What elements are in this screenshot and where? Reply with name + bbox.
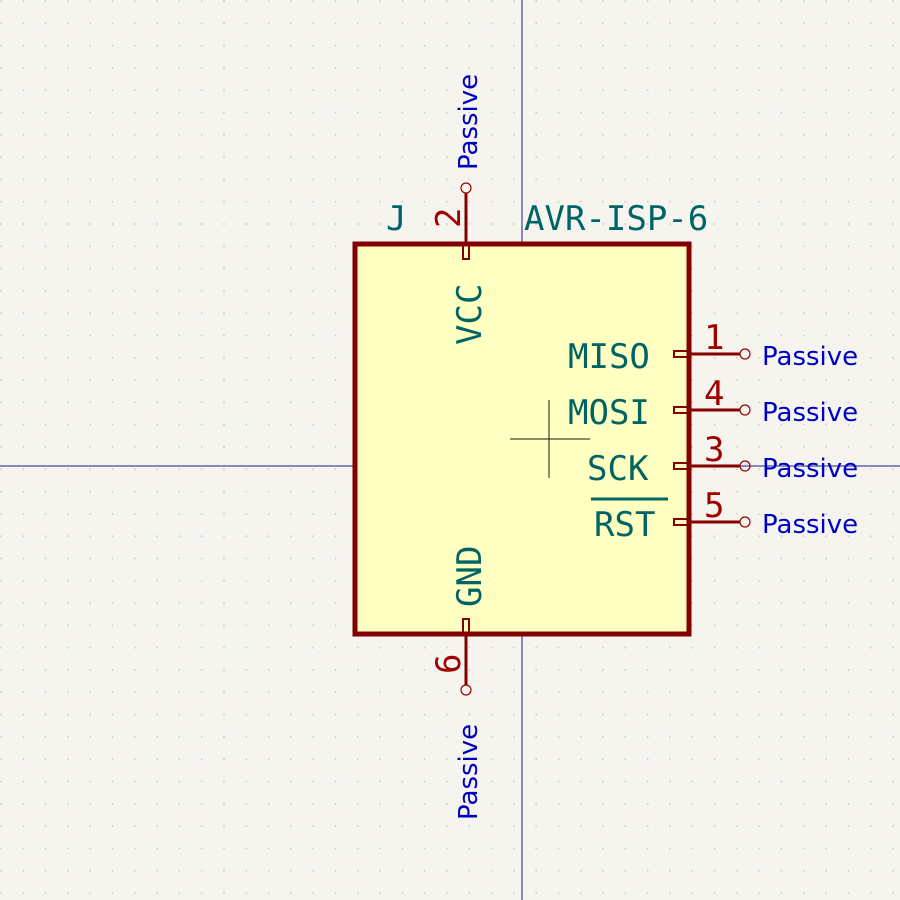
pin-number: 2 xyxy=(429,208,469,228)
pin-stub xyxy=(673,350,690,358)
pin-stub xyxy=(673,406,690,414)
pin-stub xyxy=(673,462,690,470)
reference-field[interactable]: J xyxy=(386,199,406,239)
pin-name: GND xyxy=(450,546,490,607)
pin-stub xyxy=(462,243,470,260)
pin-type: Passive xyxy=(762,398,858,428)
pin-name: SCK xyxy=(587,449,649,489)
pin-type: Passive xyxy=(762,454,858,484)
value-field[interactable]: AVR-ISP-6 xyxy=(524,199,708,239)
pin-name: VCC xyxy=(450,284,490,345)
pin-name: MOSI xyxy=(568,393,650,433)
pin-endpoint-icon[interactable] xyxy=(739,404,751,416)
pin-stub xyxy=(462,618,470,635)
pin-number: 5 xyxy=(704,486,724,526)
pin-mosi[interactable]: 4 MOSI Passive xyxy=(568,374,858,433)
pin-type: Passive xyxy=(762,510,858,540)
pin-name: MISO xyxy=(568,337,650,377)
pin-endpoint-icon[interactable] xyxy=(739,516,751,528)
pin-number: 1 xyxy=(704,318,724,358)
pin-name: RST xyxy=(594,505,655,545)
pin-number: 3 xyxy=(704,430,724,470)
anchor-crosshair-icon xyxy=(510,400,590,478)
pin-stub xyxy=(673,518,690,526)
pin-sck[interactable]: 3 SCK Passive xyxy=(587,430,858,489)
pin-type: Passive xyxy=(762,342,858,372)
pin-endpoint-icon[interactable] xyxy=(460,684,472,696)
pin-endpoint-icon[interactable] xyxy=(739,460,751,472)
pin-endpoint-icon[interactable] xyxy=(460,182,472,194)
pin-vcc[interactable]: 2 VCC Passive xyxy=(429,74,490,345)
pin-rst[interactable]: 5 RST Passive xyxy=(591,486,858,545)
pin-endpoint-icon[interactable] xyxy=(739,348,751,360)
pin-number: 6 xyxy=(429,654,469,674)
pin-miso[interactable]: 1 MISO Passive xyxy=(568,318,858,377)
pin-number: 4 xyxy=(704,374,724,414)
pin-type: Passive xyxy=(454,74,484,170)
pin-type: Passive xyxy=(454,724,484,820)
pin-gnd[interactable]: 6 GND Passive xyxy=(429,546,490,820)
